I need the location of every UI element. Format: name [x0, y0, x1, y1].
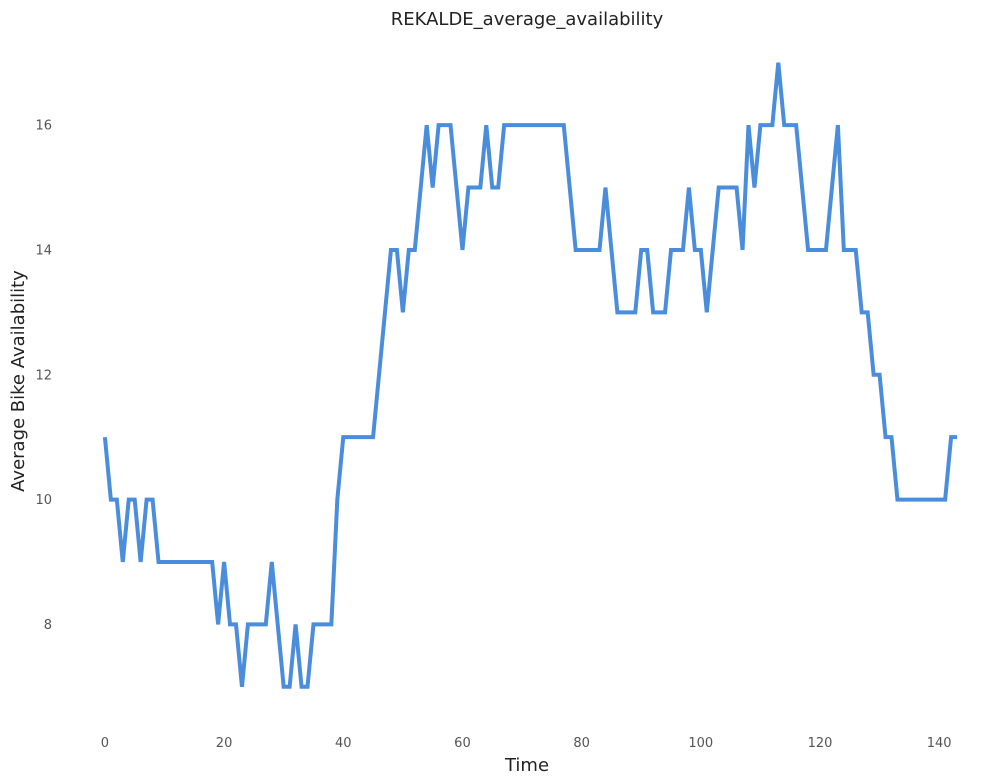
y-tick-label: 10 — [35, 493, 52, 508]
x-axis-ticks: 0 20 40 60 80 100 120 140 — [101, 736, 952, 751]
x-tick-label: 20 — [216, 736, 233, 751]
x-tick-label: 60 — [454, 736, 471, 751]
x-axis-label: Time — [504, 755, 549, 776]
y-axis-ticks: 8 10 12 14 16 — [35, 119, 52, 633]
chart-title: REKALDE_average_availability — [391, 9, 664, 30]
series-layer — [102, 62, 958, 689]
series-line — [102, 62, 958, 689]
y-axis-label: Average Bike Availability — [8, 270, 29, 492]
y-tick-label: 14 — [35, 243, 52, 258]
y-tick-label: 16 — [35, 119, 52, 134]
x-tick-label: 80 — [573, 736, 590, 751]
y-tick-label: 12 — [35, 368, 52, 383]
x-tick-label: 40 — [335, 736, 352, 751]
x-tick-label: 120 — [808, 736, 833, 751]
y-tick-label: 8 — [44, 618, 52, 633]
x-tick-label: 140 — [927, 736, 952, 751]
x-tick-label: 0 — [101, 736, 109, 751]
x-tick-label: 100 — [688, 736, 713, 751]
